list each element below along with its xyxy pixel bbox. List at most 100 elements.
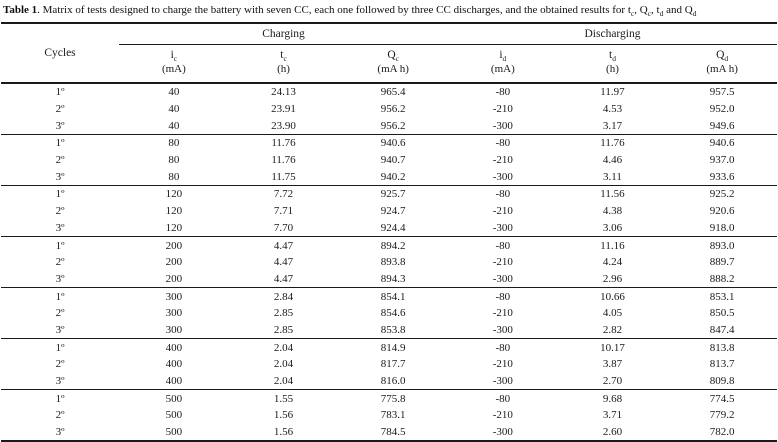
- value-cell: 4.47: [273, 272, 294, 285]
- value-cell: 847.4: [709, 323, 735, 336]
- cycle-cell: 1º: [55, 188, 65, 201]
- caption-separator: and: [663, 4, 685, 16]
- table-header: Cycles Charging Discharging ic (mA) tc (…: [1, 23, 777, 83]
- value-cell: 7.70: [273, 221, 294, 234]
- value-cell: 924.4: [380, 221, 406, 234]
- value-cell: -210: [492, 205, 513, 218]
- column-unit: (mA): [161, 63, 186, 75]
- value-cell: 11.75: [271, 170, 296, 183]
- value-cell: 2.60: [602, 426, 623, 439]
- table-row: 1º 200 4.47 894.2 -80 11.16 893.0: [1, 237, 777, 254]
- header-columns-row: ic (mA) tc (h) Qc (mA h) id (mA) td (h: [1, 45, 777, 84]
- value-cell: 2.04: [273, 341, 294, 354]
- value-cell: 300: [165, 323, 183, 336]
- column-symbol: id: [499, 49, 507, 63]
- value-cell: 817.7: [380, 358, 406, 371]
- value-cell: 940.6: [709, 137, 735, 150]
- value-cell: -80: [495, 137, 511, 150]
- column-header-qd: Qd (mA h): [667, 45, 777, 84]
- cycle-cell: 3º: [55, 221, 65, 234]
- cycle-cell: 2º: [55, 409, 65, 422]
- value-cell: 40: [168, 103, 180, 116]
- value-cell: -210: [492, 307, 513, 320]
- column-symbol: ic: [170, 49, 178, 63]
- column-group-discharging: Discharging: [448, 23, 777, 45]
- value-cell: 7.72: [273, 188, 294, 201]
- value-cell: 1.55: [273, 392, 294, 405]
- column-symbol: Qc: [387, 49, 399, 63]
- value-cell: 500: [165, 409, 183, 422]
- table-row: 3º 40 23.90 956.2 -300 3.17 949.6: [1, 117, 777, 134]
- value-cell: 2.70: [602, 375, 623, 388]
- value-cell: 853.1: [709, 290, 735, 303]
- value-cell: 937.0: [709, 154, 735, 167]
- table-row: 3º 80 11.75 940.2 -300 3.11 933.6: [1, 168, 777, 185]
- value-cell: 7.71: [273, 205, 294, 218]
- cycle-cell: 1º: [55, 137, 65, 150]
- value-cell: 11.97: [600, 86, 625, 99]
- value-cell: 956.2: [380, 103, 406, 116]
- value-cell: -80: [495, 392, 511, 405]
- value-cell: -300: [492, 119, 513, 132]
- cycle-cell: 1º: [55, 86, 65, 99]
- value-cell: 400: [165, 341, 183, 354]
- value-cell: 949.6: [709, 119, 735, 132]
- value-cell: 809.8: [709, 375, 735, 388]
- value-cell: 775.8: [380, 392, 406, 405]
- caption-text: . Matrix of tests designed to charge the…: [37, 4, 628, 16]
- value-cell: 2.84: [273, 290, 294, 303]
- cycle-cell: 1º: [55, 290, 65, 303]
- value-cell: 816.0: [380, 375, 406, 388]
- value-cell: 40: [168, 86, 180, 99]
- value-cell: 3.71: [602, 409, 623, 422]
- column-symbol: td: [608, 49, 616, 63]
- cycle-cell: 2º: [55, 154, 65, 167]
- column-unit: (mA): [490, 63, 515, 75]
- table-row: 1º 80 11.76 940.6 -80 11.76 940.6: [1, 135, 777, 152]
- column-unit: (mA h): [706, 63, 738, 75]
- value-cell: 200: [165, 272, 183, 285]
- cycle-group: 1º 120 7.72 925.7 -80 11.56 925.2 2º 120 7.71 924.…: [1, 185, 777, 237]
- value-cell: 894.3: [380, 272, 406, 285]
- table-row: 2º 200 4.47 893.8 -210 4.24 889.7: [1, 254, 777, 271]
- column-header-td: td (h): [558, 45, 668, 84]
- value-cell: 10.66: [600, 290, 625, 303]
- value-cell: 918.0: [709, 221, 735, 234]
- value-cell: 40: [168, 119, 180, 132]
- column-header-id: id (mA): [448, 45, 558, 84]
- caption-symbol-tc: tc: [627, 4, 635, 18]
- value-cell: -210: [492, 409, 513, 422]
- value-cell: 4.24: [602, 256, 623, 269]
- value-cell: 774.5: [709, 392, 735, 405]
- value-cell: 3.87: [602, 358, 623, 371]
- value-cell: 850.5: [709, 307, 735, 320]
- value-cell: 200: [165, 239, 183, 252]
- value-cell: 1.56: [273, 426, 294, 439]
- cycle-cell: 2º: [55, 256, 65, 269]
- value-cell: 2.82: [602, 323, 623, 336]
- caption-symbol-qd: Qd: [684, 4, 697, 18]
- value-cell: 3.17: [602, 119, 623, 132]
- value-cell: 957.5: [709, 86, 735, 99]
- cycle-cell: 2º: [55, 307, 65, 320]
- value-cell: 300: [165, 290, 183, 303]
- table-row: 2º 400 2.04 817.7 -210 3.87 813.7: [1, 356, 777, 373]
- column-unit: (mA h): [377, 63, 409, 75]
- value-cell: 813.7: [709, 358, 735, 371]
- value-cell: -80: [495, 86, 511, 99]
- value-cell: 80: [168, 170, 180, 183]
- cycle-group: 1º 40 24.13 965.4 -80 11.97 957.5 2º 40 23.91 956.…: [1, 83, 777, 135]
- value-cell: 888.2: [709, 272, 735, 285]
- table-row: 2º 500 1.56 783.1 -210 3.71 779.2: [1, 407, 777, 424]
- value-cell: 2.85: [273, 323, 294, 336]
- value-cell: 400: [165, 375, 183, 388]
- value-cell: -210: [492, 154, 513, 167]
- value-cell: -210: [492, 103, 513, 116]
- caption-symbol-qc: Qc: [639, 4, 652, 18]
- cycle-cell: 3º: [55, 272, 65, 285]
- value-cell: 889.7: [709, 256, 735, 269]
- table-row: 1º 120 7.72 925.7 -80 11.56 925.2: [1, 186, 777, 203]
- value-cell: 200: [165, 256, 183, 269]
- value-cell: -210: [492, 358, 513, 371]
